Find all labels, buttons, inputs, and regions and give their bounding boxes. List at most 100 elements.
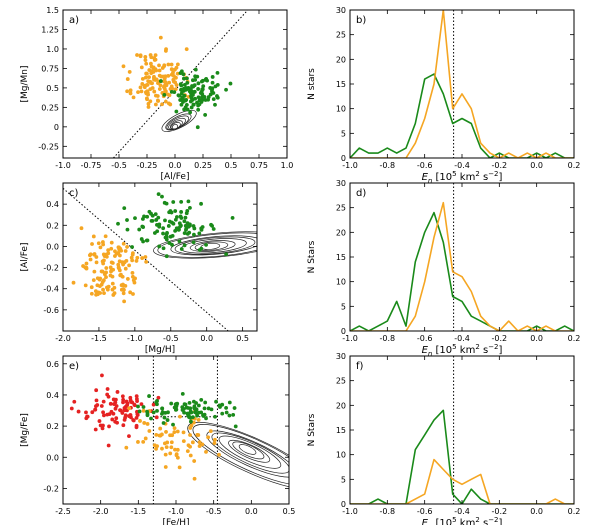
- data-point: [121, 282, 125, 287]
- data-point: [227, 413, 232, 418]
- y-tick-label: 5: [341, 475, 346, 484]
- data-point: [198, 91, 203, 95]
- data-point: [161, 226, 166, 231]
- data-point: [128, 88, 133, 93]
- data-point: [134, 423, 139, 428]
- data-point: [179, 199, 184, 204]
- data-point: [166, 92, 170, 97]
- data-point: [172, 74, 176, 78]
- data-point: [121, 291, 126, 296]
- data-point: [93, 289, 98, 294]
- data-point: [106, 443, 111, 448]
- y-tick-label: 0.0: [46, 242, 59, 251]
- x-tick-label: -0.5: [206, 507, 222, 516]
- data-point: [189, 423, 194, 428]
- data-point: [173, 87, 178, 92]
- data-point: [168, 234, 173, 239]
- data-point: [175, 429, 180, 434]
- data-point: [191, 224, 196, 228]
- data-point: [147, 394, 151, 398]
- data-point: [125, 245, 129, 249]
- contour-level: [187, 421, 289, 490]
- data-point: [175, 71, 180, 76]
- data-point: [92, 269, 97, 274]
- x-tick-label: 0.5: [225, 161, 238, 170]
- data-point: [121, 241, 126, 246]
- data-point: [120, 394, 125, 399]
- axes-frame: [349, 182, 575, 332]
- x-tick-label: 0.0: [530, 161, 543, 170]
- data-point: [122, 206, 127, 211]
- axes-frame: [349, 355, 575, 505]
- data-point: [210, 87, 214, 92]
- data-point: [83, 283, 88, 288]
- data-point: [111, 293, 116, 297]
- x-axis-label-part: [10: [432, 345, 452, 356]
- y-tick-label: 0.4: [46, 391, 59, 400]
- x-axis-label-part: −2: [488, 516, 498, 524]
- data-point: [146, 105, 151, 109]
- panel-label: f): [356, 361, 364, 372]
- y-tick-label: 5: [341, 302, 346, 311]
- data-point: [145, 238, 150, 243]
- contour-level: [157, 232, 257, 258]
- y-tick-label: 0.25: [41, 103, 59, 112]
- data-point: [131, 292, 135, 296]
- y-tick-label: 0.4: [46, 200, 59, 209]
- data-point: [173, 217, 178, 222]
- y-axis-label: [Mg/Mn]: [20, 65, 30, 102]
- data-point: [94, 404, 98, 409]
- data-point: [180, 392, 185, 396]
- data-point: [217, 452, 221, 457]
- data-point: [162, 92, 167, 97]
- data-point: [161, 231, 165, 236]
- data-point: [201, 413, 205, 418]
- data-point: [88, 257, 93, 262]
- contour-level: [153, 231, 257, 259]
- data-point: [146, 101, 151, 106]
- data-point: [170, 242, 174, 247]
- data-point: [164, 47, 168, 52]
- data-point: [196, 87, 201, 91]
- x-axis-label-part: ]: [499, 345, 503, 356]
- data-point: [197, 444, 202, 448]
- panel-label: c): [69, 188, 78, 199]
- data-point: [142, 214, 146, 219]
- y-tick-label: 0: [54, 123, 59, 132]
- data-point: [144, 259, 149, 264]
- x-axis-label: [Mg/H]: [145, 345, 175, 355]
- x-tick-label: -1.0: [168, 507, 184, 516]
- data-point: [177, 93, 182, 98]
- data-point: [192, 83, 197, 88]
- data-point: [94, 398, 99, 403]
- y-tick-label: 15: [336, 80, 346, 89]
- y-tick-label: 0: [341, 500, 346, 509]
- x-axis-label-part: E: [422, 172, 429, 183]
- data-point: [213, 102, 217, 107]
- data-point: [110, 281, 115, 286]
- data-point: [101, 242, 106, 247]
- y-axis-label: N Stars: [307, 240, 317, 273]
- data-point: [130, 258, 135, 263]
- data-point: [155, 399, 159, 403]
- data-point: [79, 226, 84, 231]
- contour-level: [232, 441, 265, 460]
- data-point: [182, 107, 187, 112]
- data-point: [155, 98, 160, 103]
- data-point: [101, 399, 106, 404]
- data-point: [163, 465, 168, 469]
- data-point: [156, 192, 161, 197]
- data-point: [127, 434, 131, 439]
- data-point: [158, 426, 163, 431]
- data-point: [166, 62, 171, 67]
- divider-line: [63, 187, 229, 331]
- data-point: [125, 227, 130, 232]
- x-tick-label: -0.6: [417, 334, 433, 343]
- data-point: [104, 275, 108, 280]
- data-point: [154, 432, 159, 437]
- data-point: [215, 70, 220, 75]
- data-point: [160, 194, 164, 199]
- x-tick-label: 0.0: [200, 334, 213, 343]
- data-point: [143, 436, 148, 441]
- data-point: [89, 285, 94, 290]
